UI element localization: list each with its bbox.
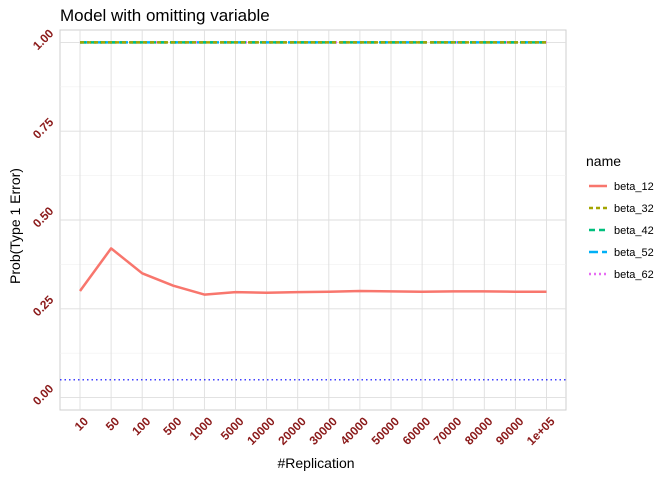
series-line-beta_12 bbox=[78, 247, 547, 296]
x-tick-label: 5000 bbox=[218, 414, 247, 443]
x-tick-label: 10 bbox=[72, 414, 92, 434]
legend-label-beta_32: beta_32 bbox=[614, 203, 654, 215]
x-tick-label: 90000 bbox=[493, 414, 527, 448]
x-tick-label: 1000 bbox=[187, 414, 216, 443]
x-tick-label: 40000 bbox=[338, 414, 372, 448]
y-tick-label: 1.00 bbox=[30, 26, 57, 53]
y-tick-label: 0.50 bbox=[30, 204, 57, 231]
y-axis: 0.00 0.25 0.50 0.75 1.00 bbox=[30, 26, 57, 408]
grid bbox=[59, 29, 567, 411]
y-tick-label: 0.25 bbox=[30, 293, 57, 320]
chart-title: Model with omitting variable bbox=[60, 6, 270, 25]
x-tick-label: 80000 bbox=[462, 414, 496, 448]
legend: name beta_12 beta_32 beta_42 beta_52 beta_62 bbox=[586, 153, 654, 281]
x-tick-label: 10000 bbox=[244, 414, 278, 448]
x-tick-label: 50 bbox=[103, 414, 123, 434]
x-tick-label: 30000 bbox=[306, 414, 340, 448]
y-tick-label: 0.75 bbox=[30, 115, 57, 142]
legend-label-beta_52: beta_52 bbox=[614, 247, 654, 259]
x-tick-label: 50000 bbox=[369, 414, 403, 448]
x-axis: 10 50 100 500 1000 50001000020000300004000050… bbox=[72, 414, 558, 448]
x-axis-title: #Replication bbox=[277, 455, 354, 471]
legend-title: name bbox=[586, 153, 621, 169]
x-tick-label: 100 bbox=[129, 414, 153, 438]
x-tick-label: 500 bbox=[160, 414, 184, 438]
legend-label-beta_42: beta_42 bbox=[614, 225, 654, 237]
series-group bbox=[78, 41, 547, 296]
y-tick-label: 0.00 bbox=[30, 381, 57, 408]
x-tick-label: 1e+05 bbox=[524, 414, 558, 448]
x-tick-label: 70000 bbox=[431, 414, 465, 448]
x-tick-label: 60000 bbox=[400, 414, 434, 448]
y-axis-title: Prob(Type 1 Error) bbox=[7, 168, 23, 284]
legend-label-beta_62: beta_62 bbox=[614, 269, 654, 281]
x-tick-label: 20000 bbox=[275, 414, 309, 448]
legend-label-beta_12: beta_12 bbox=[614, 181, 654, 193]
